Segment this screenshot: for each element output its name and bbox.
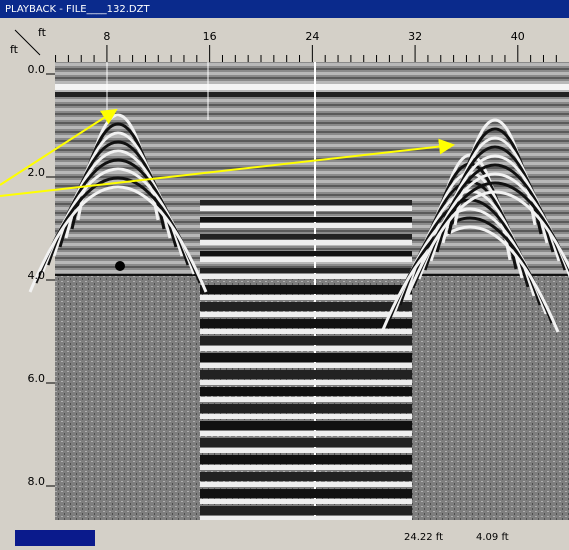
hyperbola: [380, 225, 560, 333]
reflector-band: [200, 499, 412, 504]
reflector-band: [200, 295, 412, 300]
reflector-band: [200, 319, 412, 328]
progress-box: [15, 530, 95, 546]
reflector-band: [200, 516, 412, 521]
reflector-band: [200, 482, 412, 487]
target: [115, 261, 125, 271]
x-tick-label: 16: [203, 30, 217, 43]
status-distance: 24.22 ft: [404, 532, 443, 543]
x-tick-label: 24: [305, 30, 319, 43]
hyperbola: [28, 185, 208, 293]
reflector-band: [200, 421, 412, 430]
reflector-band: [200, 438, 412, 447]
reflector-band: [200, 363, 412, 368]
reflector-band: [200, 387, 412, 396]
reflector-band: [200, 312, 412, 317]
surface-band: [55, 92, 569, 97]
reflector-band: [200, 472, 412, 481]
corner-line: [14, 29, 41, 56]
y-tick-label: 4.0: [28, 269, 46, 282]
reflector-band: [200, 346, 412, 351]
reflector-band: [200, 240, 412, 245]
reflector-band: [200, 234, 412, 239]
reflector-band: [200, 380, 412, 385]
reflector-band: [200, 274, 412, 279]
reflector-band: [200, 455, 412, 464]
arrow: [0, 138, 455, 197]
reflector-band: [200, 370, 412, 379]
title-bar: [0, 0, 569, 18]
reflector-band: [200, 206, 412, 211]
reflector-band: [200, 285, 412, 294]
reflector-band: [200, 489, 412, 498]
hyperbola: [405, 190, 569, 298]
status-depth: 4.09 ft: [476, 532, 509, 543]
x-unit: ft: [38, 26, 47, 39]
top-ruler: [0, 18, 569, 62]
reflector-band: [200, 465, 412, 470]
reflector-band: [200, 217, 412, 222]
left-ruler: [0, 18, 55, 520]
reflector-band: [200, 353, 412, 362]
reflector-band: [200, 506, 412, 515]
reflector-band: [200, 329, 412, 334]
reflector-band: [200, 397, 412, 402]
reflector-band: [200, 448, 412, 453]
reflector-band: [200, 302, 412, 311]
reflector-band: [200, 257, 412, 262]
y-unit: ft: [10, 43, 19, 56]
reflector-band: [200, 336, 412, 345]
y-tick-label: 2.0: [28, 166, 46, 179]
reflector-band: [200, 251, 412, 256]
radargram: [28, 62, 569, 521]
reflector-band: [200, 431, 412, 436]
x-tick-label: 40: [511, 30, 525, 43]
reflector-band: [200, 404, 412, 413]
reflector-band: [200, 414, 412, 419]
reflector-band: [200, 223, 412, 228]
y-tick-label: 8.0: [28, 475, 46, 488]
x-tick-label: 8: [103, 30, 110, 43]
window-title: PLAYBACK - FILE____132.DZT: [5, 4, 150, 15]
y-tick-label: 6.0: [28, 372, 46, 385]
arrow: [0, 108, 118, 186]
surface-band: [55, 84, 569, 90]
x-tick-label: 32: [408, 30, 422, 43]
y-tick-label: 0.0: [28, 63, 46, 76]
reflector-band: [200, 268, 412, 273]
reflector-band: [200, 200, 412, 205]
